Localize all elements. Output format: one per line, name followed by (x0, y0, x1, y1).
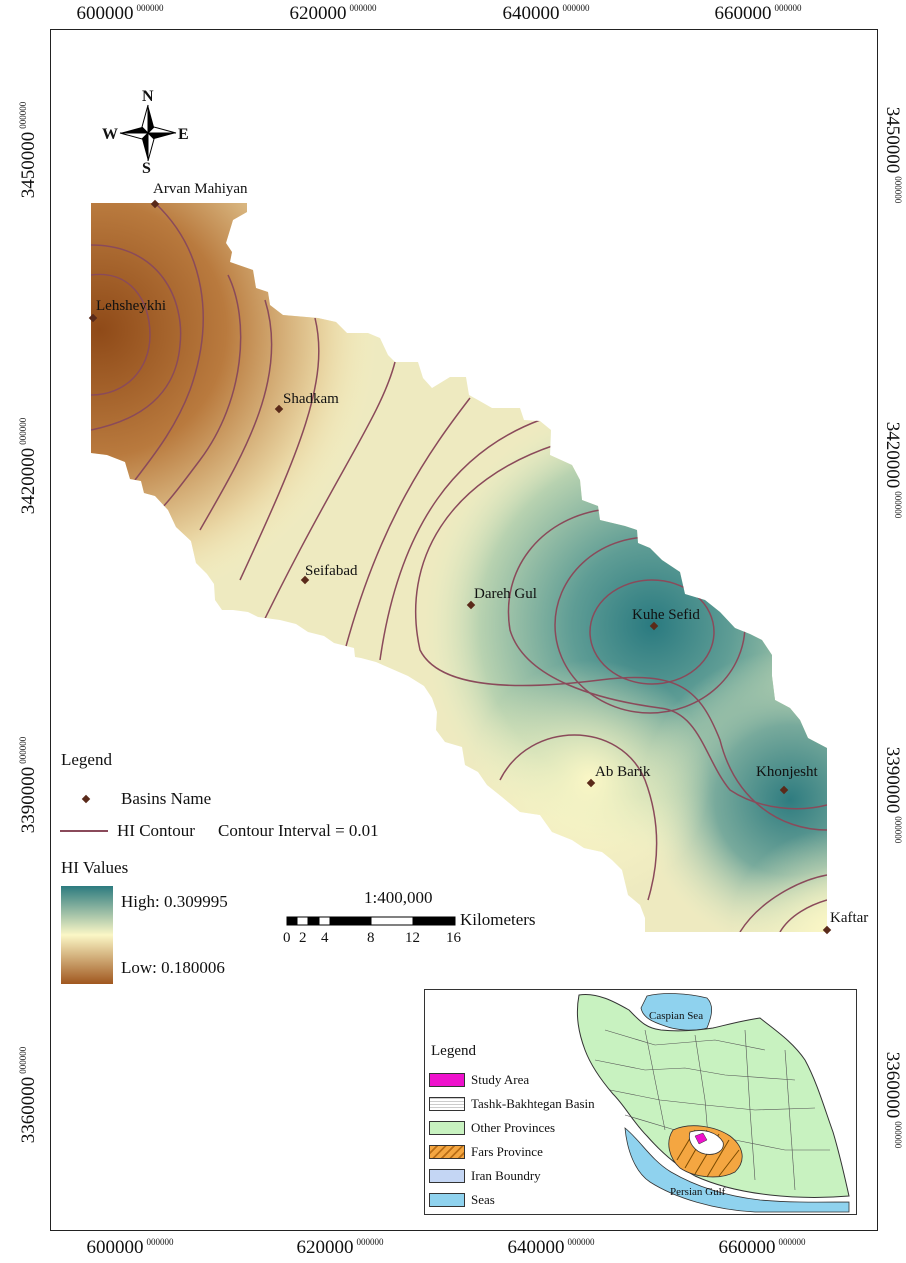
inset-caspian-sea (640, 993, 712, 1031)
basin-label-seifabad: Seifabad (305, 563, 358, 579)
hi-contour-line (379, 419, 541, 661)
inset-legend-label: Seas (471, 1192, 495, 1207)
legend-hi-title: HI Values (61, 858, 129, 877)
inset-legend-title: Legend (431, 1043, 476, 1059)
inset-other-provinces (576, 993, 850, 1198)
grid-label-bottom-1: 600000 000000 (86, 1237, 174, 1258)
basin-label-kaftar: Kaftar (830, 910, 869, 926)
compass-w: W (102, 126, 118, 143)
basin-label-lehsheykhi: Lehsheykhi (96, 298, 166, 314)
scale-tick-12: 12 (405, 930, 420, 946)
basin-point-khonjesht[interactable] (779, 785, 789, 795)
basin-label-khonjesht: Khonjesht (756, 764, 818, 780)
scale-unit: Kilometers (460, 910, 536, 929)
swatch-seas (429, 1193, 465, 1207)
scale-tick-4: 4 (321, 930, 329, 946)
map-frame (50, 29, 878, 1231)
swatch-tashk (429, 1097, 465, 1111)
basin-point-seifabad[interactable] (300, 575, 310, 585)
compass-n: N (142, 88, 154, 105)
basin-points (88, 199, 832, 935)
swatch-fars (429, 1145, 465, 1159)
basin-point-kuhe-sefid[interactable] (649, 621, 659, 631)
hi-contour-line (499, 734, 658, 901)
inset-legend-iran: Iran Boundry (429, 1168, 541, 1184)
legend-title: Legend (61, 750, 112, 769)
inset-legend-study-area: Study Area (429, 1072, 529, 1088)
basin-point-lehsheykhi[interactable] (88, 313, 98, 323)
hi-contours (91, 203, 827, 932)
inset-gulf-label: Persian Gulf (670, 1186, 726, 1198)
scale-tick-8: 8 (367, 930, 375, 946)
legend-basin-symbol (81, 794, 91, 804)
basin-label-shadkam: Shadkam (283, 391, 339, 407)
hi-contour-line (415, 444, 827, 831)
swatch-other-provinces (429, 1121, 465, 1135)
inset-legend-label: Fars Province (471, 1144, 543, 1159)
inset-province-lines (594, 1029, 830, 1191)
compass-e: E (178, 126, 189, 143)
north-arrow-icon (119, 104, 177, 162)
legend-contour-label: HI Contour (117, 821, 195, 840)
hi-contour-line (159, 274, 242, 511)
basin-point-arvan-mahiyan[interactable] (150, 199, 160, 209)
scale-tick-0: 0 (283, 930, 291, 946)
inset-persian-gulf (624, 1127, 850, 1213)
inset-map: Caspian Sea Persian Gulf Legend Study Ar… (424, 989, 857, 1215)
hi-contour-line (739, 874, 827, 932)
hi-contour-line (244, 361, 396, 661)
hi-contour-line (199, 299, 273, 531)
inset-legend-label: Other Provinces (471, 1120, 556, 1135)
legend-basins-label: Basins Name (121, 789, 212, 808)
inset-legend-seas: Seas (429, 1192, 495, 1208)
hi-contour-line (589, 579, 715, 685)
grid-label-top-2: 620000 000000 (289, 3, 377, 24)
legend-hi-ramp (61, 886, 113, 984)
scale-bar (286, 916, 456, 926)
hi-contour-line (91, 273, 151, 396)
scale-tick-16: 16 (446, 930, 461, 946)
hi-contour-line (91, 244, 182, 431)
inset-iran-map (576, 993, 850, 1213)
inset-caspian-label: Caspian Sea (649, 1010, 704, 1022)
grid-label-bottom-4: 660000 000000 (718, 1237, 806, 1258)
compass-s: S (142, 160, 151, 177)
grid-label-top-4: 660000 000000 (714, 3, 802, 24)
basin-label-dareh-gul: Dareh Gul (474, 586, 537, 602)
basin-point-shadkam[interactable] (274, 404, 284, 414)
hi-contour-line (779, 899, 827, 932)
inset-legend-fars: Fars Province (429, 1144, 543, 1160)
inset-study-area (694, 1132, 708, 1145)
inset-legend-label: Study Area (471, 1072, 530, 1087)
grid-label-bottom-3: 640000 000000 (507, 1237, 595, 1258)
inset-legend-label: Iran Boundry (471, 1168, 541, 1183)
grid-label-top-1: 600000 000000 (76, 3, 164, 24)
legend-hi-low: Low: 0.180006 (121, 958, 225, 977)
scale-ratio: 1:400,000 (364, 888, 433, 907)
basin-label-ab-barik: Ab Barik (595, 764, 651, 780)
hi-contour-line (239, 317, 320, 581)
basin-point-dareh-gul[interactable] (466, 600, 476, 610)
swatch-iran-boundary (429, 1169, 465, 1183)
basin-point-ab-barik[interactable] (586, 778, 596, 788)
inset-legend-tashk: Tashk-Bakhtegan Basin (429, 1096, 595, 1112)
grid-label-top-3: 640000 000000 (502, 3, 590, 24)
scale-tick-2: 2 (299, 930, 307, 946)
legend-contour-interval: Contour Interval = 0.01 (218, 821, 379, 840)
inset-legend-other: Other Provinces (429, 1120, 555, 1136)
basin-label-kuhe-sefid: Kuhe Sefid (632, 607, 700, 623)
grid-label-bottom-2: 620000 000000 (296, 1237, 384, 1258)
hi-contour-line (507, 509, 827, 810)
basin-point-kaftar[interactable] (822, 925, 832, 935)
swatch-study-area (429, 1073, 465, 1087)
legend-hi-high: High: 0.309995 (121, 892, 228, 911)
inset-legend-label: Tashk-Bakhtegan Basin (471, 1096, 595, 1111)
hi-contour-line (344, 397, 471, 651)
basin-label-arvan-mahiyan: Arvan Mahiyan (153, 181, 248, 197)
hi-contour-line (134, 203, 204, 481)
